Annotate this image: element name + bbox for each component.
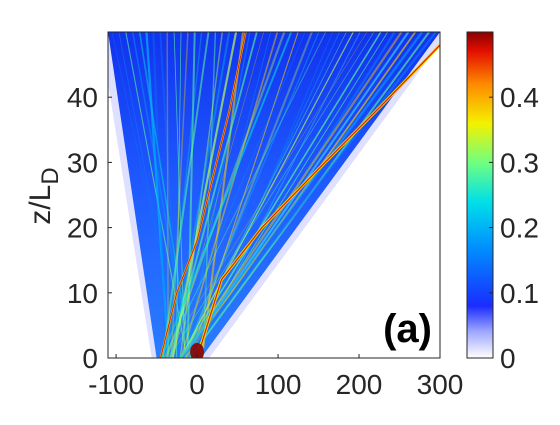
radiation-ray bbox=[160, 32, 293, 358]
x-tick-label: 0 bbox=[189, 369, 205, 400]
colorbar-gradient bbox=[466, 31, 494, 359]
main-soliton-track-core bbox=[196, 44, 440, 358]
radiation-ray bbox=[169, 32, 258, 358]
radiation-ray bbox=[182, 32, 437, 358]
colorbar-tick-label: 0.3 bbox=[500, 147, 539, 178]
radiation-ray bbox=[168, 32, 375, 358]
radiation-ray bbox=[167, 32, 306, 358]
y-tick-label: 0 bbox=[82, 343, 98, 374]
secondary-soliton-track-core bbox=[160, 32, 247, 358]
y-axis: 0 10 20 30 40 bbox=[67, 82, 112, 374]
radiation-ray bbox=[171, 32, 231, 358]
x-axis: -100 0 100 200 300 bbox=[88, 354, 463, 400]
radiation-ray bbox=[189, 32, 299, 358]
radiation-ray bbox=[186, 32, 271, 358]
radiation-ray bbox=[163, 32, 368, 358]
radiation-ray bbox=[172, 32, 264, 358]
colorbar-ticks: 0 0.1 0.2 0.3 0.4 bbox=[489, 82, 539, 374]
radiation-ray bbox=[179, 32, 223, 358]
radiation-ray bbox=[180, 32, 279, 358]
y-axis-label: z/LD bbox=[24, 167, 64, 224]
y-tick-label: 30 bbox=[67, 147, 98, 178]
radiation-ray bbox=[131, 32, 191, 358]
radiation-ray bbox=[200, 32, 244, 358]
radiation-ray bbox=[180, 32, 354, 358]
panel-label: (a) bbox=[383, 307, 432, 351]
radiation-ray bbox=[138, 32, 192, 358]
y-tick-label: 40 bbox=[67, 82, 98, 113]
y-tick-label: 10 bbox=[67, 278, 98, 309]
radiation-ray bbox=[186, 32, 196, 358]
x-tick-label: 200 bbox=[336, 369, 383, 400]
origin-hotspot bbox=[190, 343, 205, 358]
radiation-ray bbox=[161, 32, 210, 358]
radiation-ray bbox=[163, 32, 327, 358]
x-tick-label: 100 bbox=[255, 369, 302, 400]
colorbar-tick-label: 0.1 bbox=[500, 278, 539, 309]
radiation-ray bbox=[175, 32, 182, 358]
radiation-ray bbox=[165, 32, 286, 358]
radiation-ray bbox=[184, 32, 251, 358]
colorbar-tick-label: 0 bbox=[500, 343, 516, 374]
radiation-ray bbox=[183, 32, 389, 358]
radiation-ray bbox=[159, 32, 181, 358]
radiation-ray bbox=[179, 32, 424, 358]
colorbar-tick-label: 0.2 bbox=[500, 213, 539, 244]
radiation-ray bbox=[145, 32, 170, 358]
x-tick-label: -100 bbox=[88, 369, 144, 400]
radiation-ray bbox=[165, 32, 203, 358]
radiation-ray bbox=[182, 32, 320, 358]
plot-frame bbox=[107, 31, 441, 359]
radiation-ray bbox=[183, 32, 313, 358]
colorbar-tick-label: 0.4 bbox=[500, 82, 539, 113]
x-tick-label: 300 bbox=[417, 369, 464, 400]
radiation-ray bbox=[152, 32, 168, 358]
radiation-ray bbox=[166, 32, 169, 358]
colorbar: 0 0.1 0.2 0.3 0.4 bbox=[466, 31, 539, 374]
y-tick-label: 20 bbox=[67, 213, 98, 244]
